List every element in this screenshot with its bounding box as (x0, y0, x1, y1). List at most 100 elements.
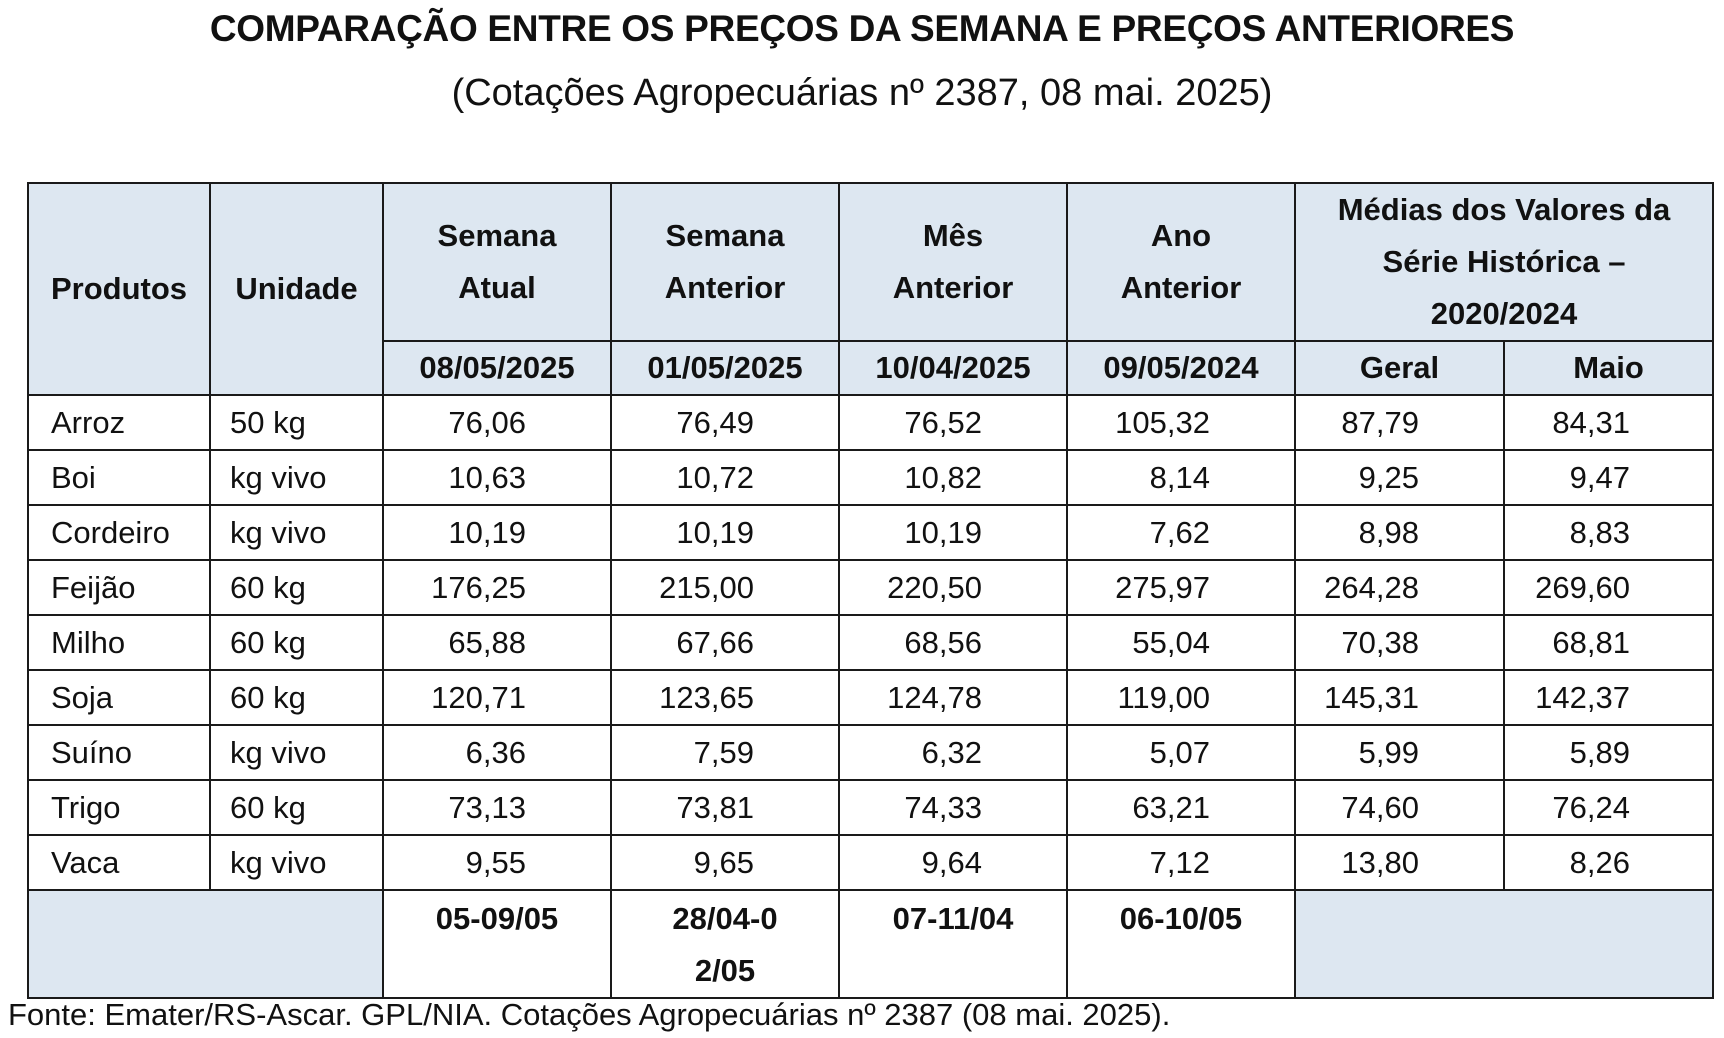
cell-unidade: kg vivo (209, 504, 384, 561)
table-row: Feijão 60 kg 176,25 215,00 220,50 275,97… (27, 559, 1714, 616)
cell-maio: 142,37 (1503, 669, 1714, 726)
table-row: Trigo 60 kg 73,13 73,81 74,33 63,21 74,6… (27, 779, 1714, 836)
cell-ano-anterior: 119,00 (1066, 669, 1296, 726)
footer-periods-row: 05-09/05 28/04-02/05 07-11/04 06-10/05 (27, 889, 1714, 999)
footer-empty-left (27, 889, 384, 999)
cell-maio: 84,31 (1503, 394, 1714, 451)
cell-produto: Feijão (27, 559, 211, 616)
cell-ano-anterior: 7,62 (1066, 504, 1296, 561)
source-note: Fonte: Emater/RS-Ascar. GPL/NIA. Cotaçõe… (8, 997, 1171, 1032)
header-mes-anterior: Mês Anterior (838, 182, 1068, 342)
cell-mes-anterior: 10,19 (838, 504, 1068, 561)
cell-geral: 5,99 (1294, 724, 1505, 781)
cell-semana-atual: 10,19 (382, 504, 612, 561)
table-row: Milho 60 kg 65,88 67,66 68,56 55,04 70,3… (27, 614, 1714, 671)
table-row: Vaca kg vivo 9,55 9,65 9,64 7,12 13,80 8… (27, 834, 1714, 891)
cell-unidade: 60 kg (209, 669, 384, 726)
header-semana-atual: Semana Atual (382, 182, 612, 342)
cell-geral: 9,25 (1294, 449, 1505, 506)
cell-geral: 74,60 (1294, 779, 1505, 836)
cell-geral: 145,31 (1294, 669, 1505, 726)
header-medias-serie-historica: Médias dos Valores da Série Histórica – … (1294, 182, 1714, 342)
date-mes-anterior: 10/04/2025 (838, 340, 1068, 396)
cell-semana-atual: 76,06 (382, 394, 612, 451)
page-title: COMPARAÇÃO ENTRE OS PREÇOS DA SEMANA E P… (209, 8, 1515, 49)
cell-mes-anterior: 10,82 (838, 449, 1068, 506)
cell-semana-anterior: 10,19 (610, 504, 840, 561)
header-semana-anterior: Semana Anterior (610, 182, 840, 342)
cell-ano-anterior: 275,97 (1066, 559, 1296, 616)
price-comparison-table: Produtos Unidade Semana Atual Semana Ant… (27, 182, 1714, 999)
cell-maio: 76,24 (1503, 779, 1714, 836)
cell-unidade: 50 kg (209, 394, 384, 451)
cell-mes-anterior: 220,50 (838, 559, 1068, 616)
page-subtitle: (Cotações Agropecuárias nº 2387, 08 mai.… (451, 72, 1273, 114)
cell-semana-atual: 176,25 (382, 559, 612, 616)
cell-produto: Boi (27, 449, 211, 506)
header-mes-anterior-label: Mês Anterior (892, 218, 1014, 305)
footer-empty-right (1294, 889, 1714, 999)
cell-semana-anterior: 7,59 (610, 724, 840, 781)
table-row: Suíno kg vivo 6,36 7,59 6,32 5,07 5,99 5… (27, 724, 1714, 781)
table-row: Boi kg vivo 10,63 10,72 10,82 8,14 9,25 … (27, 449, 1714, 506)
cell-unidade: kg vivo (209, 449, 384, 506)
cell-unidade: 60 kg (209, 614, 384, 671)
cell-mes-anterior: 68,56 (838, 614, 1068, 671)
cell-ano-anterior: 8,14 (1066, 449, 1296, 506)
cell-ano-anterior: 5,07 (1066, 724, 1296, 781)
cell-semana-atual: 10,63 (382, 449, 612, 506)
cell-geral: 8,98 (1294, 504, 1505, 561)
cell-semana-atual: 120,71 (382, 669, 612, 726)
cell-semana-atual: 9,55 (382, 834, 612, 891)
cell-geral: 13,80 (1294, 834, 1505, 891)
cell-semana-anterior: 73,81 (610, 779, 840, 836)
cell-maio: 8,83 (1503, 504, 1714, 561)
cell-unidade: 60 kg (209, 559, 384, 616)
cell-semana-anterior: 76,49 (610, 394, 840, 451)
period-mes-anterior: 07-11/04 (838, 889, 1068, 999)
cell-semana-atual: 65,88 (382, 614, 612, 671)
header-maio: Maio (1503, 340, 1714, 396)
cell-unidade: kg vivo (209, 834, 384, 891)
header-semana-atual-label: Semana Atual (437, 218, 557, 305)
cell-produto: Arroz (27, 394, 211, 451)
cell-geral: 87,79 (1294, 394, 1505, 451)
header-produtos: Produtos (27, 182, 211, 396)
cell-produto: Vaca (27, 834, 211, 891)
cell-ano-anterior: 7,12 (1066, 834, 1296, 891)
cell-mes-anterior: 9,64 (838, 834, 1068, 891)
header-geral: Geral (1294, 340, 1505, 396)
period-semana-atual: 05-09/05 (382, 889, 612, 999)
cell-produto: Suíno (27, 724, 211, 781)
cell-geral: 264,28 (1294, 559, 1505, 616)
period-semana-anterior-label: 28/04-02/05 (672, 901, 778, 988)
cell-maio: 9,47 (1503, 449, 1714, 506)
table-row: Arroz 50 kg 76,06 76,49 76,52 105,32 87,… (27, 394, 1714, 451)
cell-maio: 269,60 (1503, 559, 1714, 616)
date-ano-anterior: 09/05/2024 (1066, 340, 1296, 396)
cell-mes-anterior: 6,32 (838, 724, 1068, 781)
header-ano-anterior-label: Ano Anterior (1120, 218, 1242, 305)
date-semana-anterior: 01/05/2025 (610, 340, 840, 396)
header-semana-anterior-label: Semana Anterior (664, 218, 786, 305)
cell-semana-anterior: 9,65 (610, 834, 840, 891)
cell-geral: 70,38 (1294, 614, 1505, 671)
cell-unidade: 60 kg (209, 779, 384, 836)
cell-produto: Cordeiro (27, 504, 211, 561)
cell-mes-anterior: 76,52 (838, 394, 1068, 451)
cell-unidade: kg vivo (209, 724, 384, 781)
cell-semana-atual: 73,13 (382, 779, 612, 836)
header-medias-label: Médias dos Valores da Série Histórica – … (1337, 192, 1671, 331)
cell-produto: Soja (27, 669, 211, 726)
cell-ano-anterior: 105,32 (1066, 394, 1296, 451)
cell-semana-anterior: 123,65 (610, 669, 840, 726)
cell-semana-atual: 6,36 (382, 724, 612, 781)
date-semana-atual: 08/05/2025 (382, 340, 612, 396)
table-row: Cordeiro kg vivo 10,19 10,19 10,19 7,62 … (27, 504, 1714, 561)
cell-semana-anterior: 215,00 (610, 559, 840, 616)
cell-maio: 8,26 (1503, 834, 1714, 891)
cell-produto: Trigo (27, 779, 211, 836)
table-row: Soja 60 kg 120,71 123,65 124,78 119,00 1… (27, 669, 1714, 726)
period-ano-anterior: 06-10/05 (1066, 889, 1296, 999)
cell-maio: 5,89 (1503, 724, 1714, 781)
